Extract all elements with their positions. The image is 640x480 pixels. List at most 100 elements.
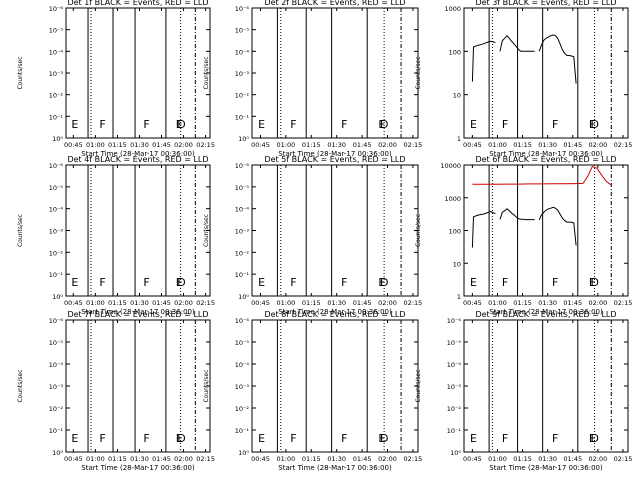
y-tick-label: 10⁰ xyxy=(52,135,63,143)
panel-title: Det 1f BLACK = Events, RED = LLD xyxy=(67,0,208,7)
x-tick-label: 02:15 xyxy=(614,455,633,463)
x-tick-label: 01:30 xyxy=(130,299,149,307)
y-tick-label: 10⁻² xyxy=(235,92,250,100)
event-marker: F xyxy=(143,276,149,289)
x-axis-label: Start Time (28-Mar-17 00:36:00) xyxy=(278,464,392,472)
y-tick-label: 10⁻⁵ xyxy=(235,27,250,35)
x-tick-label: 02:15 xyxy=(404,299,423,307)
x-tick-label: 02:15 xyxy=(404,141,423,149)
y-tick-label: 10⁰ xyxy=(450,449,461,457)
y-tick-label: 10⁻² xyxy=(447,405,462,413)
x-tick-label: 01:45 xyxy=(563,455,582,463)
x-tick-label: 01:00 xyxy=(488,455,507,463)
y-tick-label: 10⁻⁴ xyxy=(235,361,250,369)
y-tick-label: 10⁻⁶ xyxy=(49,5,64,13)
y-tick-label: 10⁻³ xyxy=(49,228,64,236)
event-marker: E xyxy=(258,118,265,131)
event-marker: D xyxy=(177,432,185,445)
event-marker: E xyxy=(378,276,385,289)
event-marker: E xyxy=(470,276,477,289)
x-tick-label: 02:00 xyxy=(589,141,608,149)
x-tick-label: 02:15 xyxy=(196,299,215,307)
y-tick-label: 10⁻⁴ xyxy=(235,48,250,56)
x-tick-label: 01:45 xyxy=(152,299,171,307)
y-tick-label: 10⁻³ xyxy=(235,383,250,391)
x-axis-label: Start Time (28-Mar-17 00:36:00) xyxy=(489,150,603,158)
panel-9: Det 9f BLACK = Events, RED = LLD Counts/s… xyxy=(415,310,632,472)
y-tick-label: 10⁻² xyxy=(49,249,64,257)
x-tick-label: 01:15 xyxy=(108,455,127,463)
x-tick-label: 02:00 xyxy=(378,141,397,149)
y-tick-label: 10⁻³ xyxy=(235,70,250,78)
series-line xyxy=(471,210,496,248)
x-tick-label: 02:15 xyxy=(196,455,215,463)
event-marker: E xyxy=(258,432,265,445)
x-tick-label: 02:00 xyxy=(589,455,608,463)
event-marker: F xyxy=(502,118,508,131)
x-tick-label: 02:00 xyxy=(589,299,608,307)
x-tick-label: 01:00 xyxy=(277,455,296,463)
x-tick-label: 01:30 xyxy=(327,299,346,307)
event-marker: D xyxy=(380,432,388,445)
x-tick-label: 01:30 xyxy=(538,455,557,463)
event-marker: D xyxy=(177,118,185,131)
y-tick-label: 1000 xyxy=(444,5,461,13)
y-tick-label: 1000 xyxy=(444,195,461,203)
x-axis-label: Start Time (28-Mar-17 00:36:00) xyxy=(278,308,392,316)
x-tick-label: 02:15 xyxy=(614,299,633,307)
y-axis-label: Counts/sec xyxy=(17,214,24,247)
y-tick-label: 10⁻⁵ xyxy=(235,339,250,347)
panel-title: Det 9f BLACK = Events, RED = LLD xyxy=(475,310,616,319)
x-tick-label: 01:00 xyxy=(277,299,296,307)
y-tick-label: 10⁻¹ xyxy=(49,427,64,435)
event-marker: E xyxy=(71,432,78,445)
event-marker: F xyxy=(290,118,296,131)
y-tick-label: 10⁻⁵ xyxy=(49,27,64,35)
event-marker: F xyxy=(143,432,149,445)
x-tick-label: 00:45 xyxy=(64,141,83,149)
series-line xyxy=(538,34,577,84)
y-tick-label: 10⁻⁶ xyxy=(235,317,250,325)
x-tick-label: 01:45 xyxy=(353,299,372,307)
x-tick-label: 00:45 xyxy=(463,455,482,463)
event-marker: F xyxy=(99,118,105,131)
x-tick-label: 01:00 xyxy=(488,299,507,307)
x-tick-label: 01:45 xyxy=(353,141,372,149)
x-tick-label: 01:15 xyxy=(108,299,127,307)
y-axis-label: Counts/sec xyxy=(17,56,24,89)
event-marker: D xyxy=(380,118,388,131)
y-tick-label: 10000 xyxy=(440,162,461,170)
x-tick-label: 00:45 xyxy=(251,141,270,149)
y-tick-label: 10⁰ xyxy=(52,449,63,457)
x-tick-label: 01:30 xyxy=(538,141,557,149)
x-axis-label: Start Time (28-Mar-17 00:36:00) xyxy=(489,464,603,472)
x-tick-label: 01:45 xyxy=(152,141,171,149)
y-axis-label: Counts/sec xyxy=(203,56,210,89)
y-tick-label: 10⁻⁶ xyxy=(235,162,250,170)
panel-6: Det 6f BLACK = Events, RED = LLD Counts/s… xyxy=(415,155,632,316)
x-tick-label: 02:15 xyxy=(614,141,633,149)
event-marker: F xyxy=(552,276,558,289)
x-tick-label: 02:15 xyxy=(404,455,423,463)
x-tick-label: 01:00 xyxy=(277,141,296,149)
y-tick-label: 10⁻⁴ xyxy=(49,48,64,56)
panel-1: Det 1f BLACK = Events, RED = LLD Counts/s… xyxy=(17,0,215,158)
y-tick-label: 10⁻¹ xyxy=(49,271,64,279)
y-tick-label: 10⁰ xyxy=(238,293,249,301)
x-tick-label: 01:30 xyxy=(130,141,149,149)
x-tick-label: 02:00 xyxy=(174,141,193,149)
y-tick-label: 10⁻¹ xyxy=(447,427,462,435)
event-marker: F xyxy=(143,118,149,131)
x-axis-label: Start Time (28-Mar-17 00:36:00) xyxy=(81,150,195,158)
y-axis-label: Counts/sec xyxy=(17,369,24,402)
y-tick-label: 10⁻¹ xyxy=(235,113,250,121)
y-tick-label: 10⁻¹ xyxy=(235,271,250,279)
x-tick-label: 01:30 xyxy=(327,455,346,463)
y-tick-label: 100 xyxy=(449,48,461,56)
event-marker: E xyxy=(589,432,596,445)
y-tick-label: 10⁻⁵ xyxy=(49,339,64,347)
series-line xyxy=(538,206,577,246)
plot-frame xyxy=(463,7,629,139)
x-tick-label: 01:30 xyxy=(538,299,557,307)
